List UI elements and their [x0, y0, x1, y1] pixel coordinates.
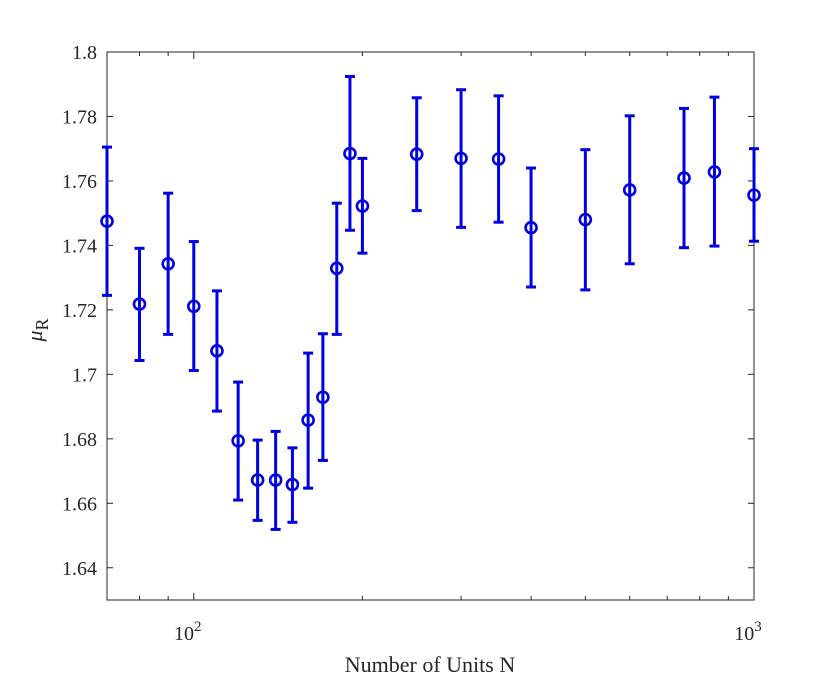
data-point: [268, 429, 283, 531]
y-axis-label-subscript: R: [32, 318, 52, 330]
point-marker: [231, 433, 245, 448]
point-marker: [301, 413, 315, 427]
y-tick-label: 1.7: [72, 364, 97, 386]
y-tick-label: 1.66: [62, 493, 97, 515]
data-point: [250, 438, 265, 522]
x-minor-ticks: [138, 52, 729, 600]
point-marker: [622, 183, 637, 197]
point-marker: [268, 473, 283, 487]
data-point: [285, 446, 300, 524]
plot-area: [106, 51, 755, 601]
data-point: [343, 74, 357, 232]
point-marker: [132, 297, 147, 311]
y-axis-label: μR: [22, 318, 52, 342]
point-marker: [186, 299, 201, 314]
y-axis: 1.64 1.66 1.68 1.7 1.72 1.74 1.76 1.78 1.8: [62, 42, 754, 580]
point-marker: [578, 212, 593, 227]
data-series: [100, 74, 761, 531]
point-marker: [707, 165, 722, 179]
point-marker: [329, 261, 344, 276]
x-tick-label: 102: [174, 619, 202, 645]
point-marker: [210, 344, 224, 358]
axes-box: [106, 51, 755, 601]
data-point: [186, 240, 201, 372]
data-point: [316, 332, 330, 462]
y-tick-label: 1.72: [62, 300, 97, 322]
point-marker: [161, 256, 175, 271]
x-axis: 102 103: [174, 52, 762, 645]
data-point: [409, 96, 424, 213]
y-tick-label: 1.78: [62, 106, 97, 128]
svg-text:μR: μR: [22, 318, 52, 342]
data-point: [454, 88, 468, 229]
point-marker: [524, 220, 538, 235]
data-point: [301, 351, 315, 490]
data-point: [100, 145, 114, 297]
data-point: [622, 114, 637, 266]
data-point: [677, 106, 691, 250]
data-point: [132, 246, 147, 362]
point-marker: [100, 214, 114, 229]
data-point: [524, 166, 538, 289]
y-tick-label: 1.74: [62, 235, 97, 257]
data-point: [491, 94, 506, 224]
point-marker: [747, 188, 761, 202]
data-point: [747, 147, 761, 243]
y-axis-label-symbol: μ: [22, 330, 47, 342]
y-tick-label: 1.68: [62, 429, 97, 451]
point-marker: [316, 390, 330, 405]
x-tick-label: 103: [734, 619, 762, 645]
point-marker: [409, 147, 424, 161]
data-point: [578, 148, 593, 292]
point-marker: [677, 171, 691, 185]
y-tick-label: 1.64: [62, 558, 97, 580]
y-tick-label: 1.8: [72, 42, 97, 64]
point-marker: [343, 146, 357, 161]
data-point: [210, 289, 224, 413]
point-marker: [250, 473, 265, 487]
data-point: [707, 95, 722, 248]
data-point: [355, 156, 370, 255]
data-point: [161, 191, 175, 336]
point-marker: [454, 151, 468, 166]
x-axis-label: Number of Units N: [345, 652, 516, 677]
point-marker: [491, 152, 506, 166]
y-tick-label: 1.76: [62, 171, 97, 193]
point-marker: [355, 199, 370, 213]
data-point: [231, 380, 245, 502]
data-point: [329, 201, 344, 336]
point-marker: [285, 477, 300, 492]
